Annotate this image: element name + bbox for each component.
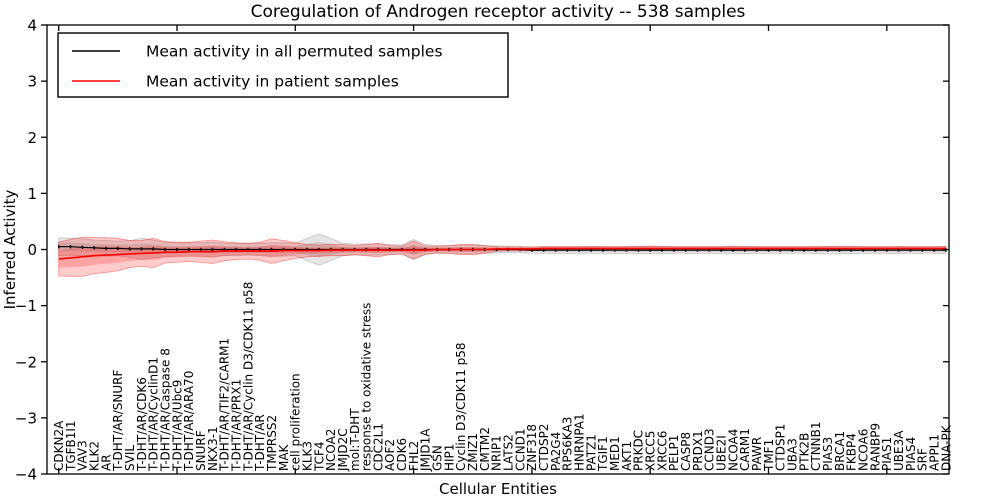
x-axis-label: Cellular Entities [439, 480, 557, 498]
x-tick-label: T-DHT/AR/PRX1 [229, 379, 243, 472]
x-tick-label: T-DHT/AR/Ubc9 [170, 380, 184, 472]
x-tick-label: CCND3 [703, 428, 717, 471]
y-tick-label: −2 [15, 353, 37, 371]
x-tick-label: AR [99, 454, 113, 471]
y-tick-label: 2 [27, 129, 37, 147]
y-tick-label: −4 [15, 466, 37, 484]
x-tick-label: TMPRSS2 [265, 415, 279, 472]
y-tick-label: 4 [27, 17, 37, 35]
x-tick-label: SVIL [123, 445, 137, 471]
x-tick-label: cell proliferation [289, 373, 303, 471]
x-tick-label: ZMIZ1 [466, 433, 480, 471]
x-tick-label: APPL1 [927, 434, 941, 471]
x-tick-label: NCOA6 [856, 429, 870, 471]
legend-label-permuted: Mean activity in all permuted samples [146, 43, 443, 61]
x-tick-label: VAV3 [76, 440, 90, 471]
patient-mean-line [58, 247, 946, 260]
x-tick-label: NRIP1 [490, 435, 504, 471]
plot-border [46, 24, 950, 475]
legend-label-patient: Mean activity in patient samples [146, 73, 399, 91]
x-tick-label: JMJD1A [419, 428, 433, 472]
y-tick-label: 3 [27, 73, 37, 91]
x-tick-label: FKBP4 [845, 433, 859, 471]
y-tick-label: 0 [27, 241, 37, 259]
x-tick-label: PIAS3 [821, 437, 835, 471]
x-tick-label: HIP1 [442, 444, 456, 471]
x-tick-label: UBE2I [715, 435, 729, 471]
x-tick-label: CTDSP1 [774, 424, 788, 471]
x-tick-label: XRCC6 [655, 431, 669, 471]
chart-title: Coregulation of Androgen receptor activi… [251, 2, 746, 22]
x-tick-label: PIAS1 [880, 437, 894, 471]
x-tick-label: MED1 [608, 436, 622, 471]
x-tick-label: KLK3 [300, 441, 314, 471]
patient-band-outer [58, 236, 947, 277]
x-tick-label: T-DHT/AR/CyclinD1 [147, 357, 161, 472]
x-tick-label: T-DHT/AR/ARA70 [182, 371, 196, 472]
x-tick-label: TMF1 [762, 439, 776, 472]
x-tick-label: UBE3A [892, 430, 906, 471]
x-tick-label: T-DHT/AR/TIF2/CARM1 [218, 338, 232, 472]
x-tick-label: TCF4 [312, 441, 326, 472]
x-tick-label: SRF [916, 448, 930, 471]
y-tick-label: −1 [15, 297, 37, 315]
x-tick-label: CTNNB1 [809, 421, 823, 471]
x-tick-label: TGFB1I1 [64, 420, 78, 472]
x-tick-label: AKT1 [620, 441, 634, 471]
x-tick-label: TGIF1 [596, 436, 610, 472]
legend-box [57, 32, 509, 98]
x-tick-label: CASP8 [679, 432, 693, 471]
x-tick-label: PRKDC [632, 430, 646, 471]
x-tick-label: RANBP9 [868, 423, 882, 471]
x-tick-label: PIAS4 [904, 437, 918, 471]
x-tick-label: BRCA1 [833, 431, 847, 471]
x-tick-label: PTK2B [797, 433, 811, 471]
x-tick-label: RPS6KA3 [561, 417, 575, 471]
y-tick-label: −3 [15, 409, 37, 427]
x-tick-label: T-DHT/AR/SNURF [111, 370, 125, 473]
x-tick-label: PATZ1 [584, 434, 598, 471]
x-tick-label: T-DHT/AR/Cyclin D3/CDK11 p58 [241, 282, 255, 472]
x-tick-label: NCOA4 [726, 429, 740, 471]
legend: Mean activity in all permuted samples Me… [57, 32, 509, 98]
x-tick-label: KLK2 [88, 441, 102, 471]
x-tick-label: GSN [431, 445, 445, 471]
x-tick-label: MAK [277, 443, 291, 471]
x-tick-label: SNURF [194, 430, 208, 471]
x-tick-label: ZNF318 [525, 424, 539, 471]
x-tick-label: XRCC5 [644, 431, 658, 471]
x-tick-label: PAWR [750, 437, 764, 471]
x-tick-label: JMJD2C [336, 428, 350, 472]
x-tick-label: PELP1 [667, 435, 681, 471]
x-tick-label: AOF2 [383, 439, 397, 471]
x-tick-label: T-DHT/AR/CDK6 [135, 377, 149, 472]
x-tick-label: CDK6 [395, 438, 409, 471]
x-tick-label: LATS2 [502, 434, 516, 471]
x-tick-label: DNA-PK [939, 424, 953, 471]
x-tick-label: FHL2 [407, 441, 421, 471]
x-tick-label: CDKN2A [52, 420, 66, 471]
x-tick-label: CMTM2 [478, 427, 492, 471]
plot-area: 43210−1−2−3−4CDKN2ATGFB1I1VAV3KLK2ART-DH… [15, 17, 953, 484]
x-tick-label: CTDSP2 [537, 424, 551, 471]
x-tick-label: T-DHT/AR/Caspase 8 [159, 348, 173, 472]
x-tick-label: NKX3-1 [206, 426, 220, 471]
x-tick-label: UBA3 [786, 438, 800, 471]
x-tick-label: HNRNPA1 [573, 413, 587, 471]
y-tick-label: 1 [27, 185, 37, 203]
x-tick-label: NCOA2 [324, 429, 338, 471]
x-tick-label: CARM1 [738, 428, 752, 471]
x-tick-label: CCND1 [513, 428, 527, 471]
x-tick-label: Cyclin D3/CDK11 p58 [454, 342, 468, 471]
x-tick-label: PA2G4 [549, 432, 563, 471]
x-tick-label: PRDX1 [691, 430, 705, 471]
x-tick-label: response to oxidative stress [360, 303, 374, 471]
x-tick-label: CDC2L1 [371, 423, 385, 471]
x-tick-label: mol:T-DHT [348, 408, 362, 471]
y-axis-label: Inferred Activity [1, 189, 19, 309]
x-tick-label: T-DHT/AR [253, 414, 267, 472]
